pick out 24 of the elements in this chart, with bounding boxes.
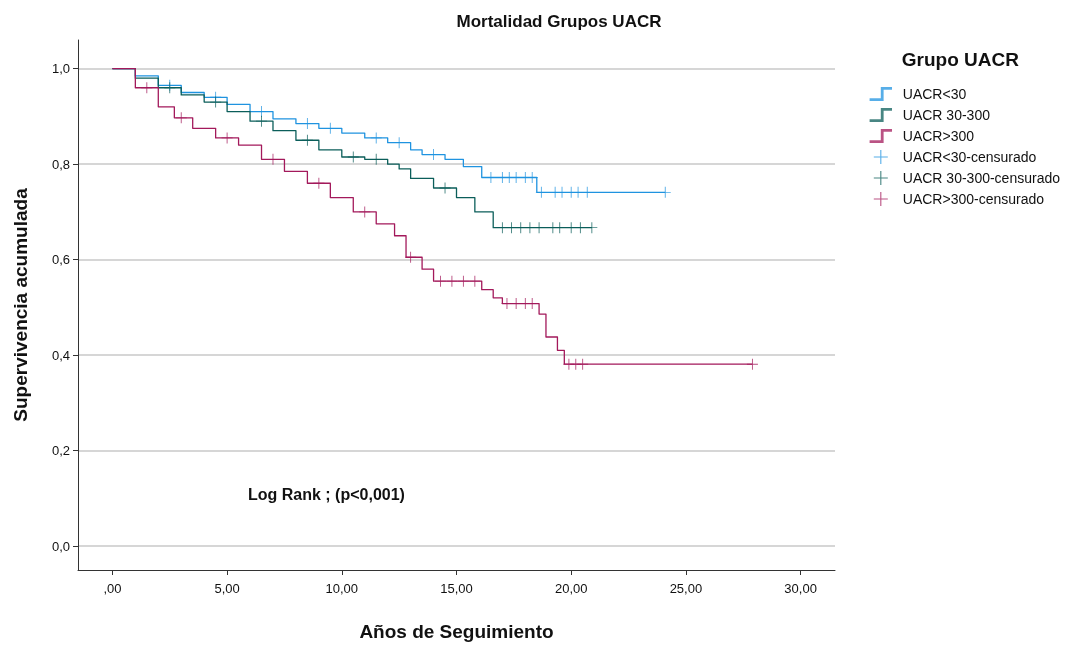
x-tick-label: 25,00 bbox=[669, 581, 703, 596]
legend-label: UACR 30-300-censurado bbox=[902, 170, 1061, 186]
y-axis-title: Supervivencia acumulada bbox=[10, 187, 31, 422]
x-axis-title: Años de Seguimiento bbox=[359, 621, 554, 642]
legend-label: UACR>300 bbox=[902, 128, 975, 144]
legend-label: UACR 30-300 bbox=[902, 107, 991, 123]
x-tick-label: ,00 bbox=[103, 581, 122, 596]
y-tick-label: 0,8 bbox=[51, 156, 70, 172]
annotation: Log Rank ; (p<0,001) bbox=[248, 485, 405, 503]
y-tick-label: 0,2 bbox=[51, 443, 70, 459]
y-tick-label: 0,0 bbox=[51, 538, 70, 554]
legend-label: UACR<30-censurado bbox=[902, 149, 1037, 165]
legend-title: Grupo UACR bbox=[901, 49, 1020, 70]
y-tick-label: 0,6 bbox=[51, 252, 70, 268]
chart-title: Mortalidad Grupos UACR bbox=[456, 12, 662, 31]
x-tick-label: 30,00 bbox=[784, 581, 817, 596]
x-tick-label: 20,00 bbox=[554, 581, 588, 596]
x-tick-label: 10,00 bbox=[325, 581, 359, 596]
legend-label: UACR<30 bbox=[902, 86, 967, 102]
y-tick-label: 1,0 bbox=[51, 61, 70, 77]
legend-label: UACR>300-censurado bbox=[902, 191, 1045, 207]
x-tick-label: 5,00 bbox=[214, 581, 240, 596]
y-tick-label: 0,4 bbox=[51, 347, 70, 363]
x-tick-label: 15,00 bbox=[440, 581, 473, 596]
